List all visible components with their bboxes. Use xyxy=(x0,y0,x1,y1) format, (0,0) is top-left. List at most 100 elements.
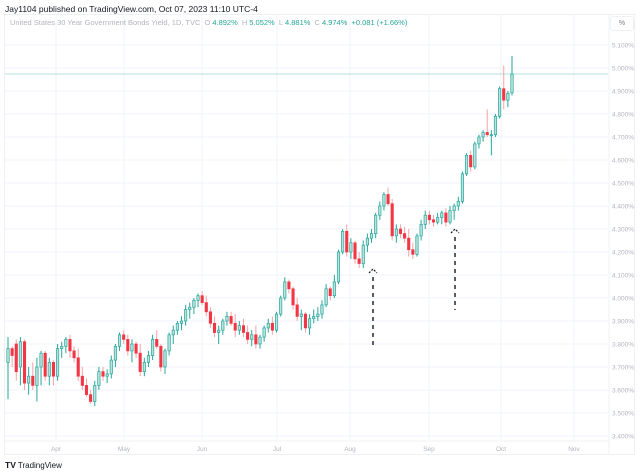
candle-up xyxy=(460,173,464,202)
y-tick-label: 5.000% xyxy=(612,66,634,73)
candle-down xyxy=(295,304,299,317)
candle-down xyxy=(345,230,349,253)
candle-down xyxy=(14,343,18,372)
candle-up xyxy=(192,299,196,308)
candle-up xyxy=(117,334,122,347)
candle-down xyxy=(43,352,47,377)
high-value: 5.052% xyxy=(249,18,275,27)
candle-down xyxy=(208,311,212,324)
candle-up xyxy=(473,143,477,168)
candle-up xyxy=(415,235,419,255)
x-tick-label: May xyxy=(118,446,131,453)
candle-up xyxy=(394,228,398,237)
y-tick-label: 4.300% xyxy=(612,227,634,234)
candle-up xyxy=(171,329,175,336)
y-tick-label: 4.000% xyxy=(612,296,634,303)
candle-up xyxy=(188,306,192,310)
y-tick-label: 3.900% xyxy=(612,319,634,326)
candle-up xyxy=(274,313,279,331)
candle-up xyxy=(440,212,444,218)
x-tick-label: Jun xyxy=(197,446,208,453)
candle-down xyxy=(10,348,14,356)
candle-down xyxy=(328,288,332,297)
candle-up xyxy=(436,217,440,223)
candle-down xyxy=(213,322,217,333)
candle-up xyxy=(109,359,113,375)
candle-up xyxy=(452,205,456,211)
candle-down xyxy=(390,203,394,237)
tradingview-logo[interactable]: TV TradingView xyxy=(5,460,62,470)
candle-up xyxy=(146,355,151,363)
candle-down xyxy=(241,325,246,333)
candle-down xyxy=(502,88,506,101)
candle-down xyxy=(254,334,258,345)
candle-up xyxy=(332,281,336,297)
arrow-up-icon xyxy=(368,268,378,274)
candle-up xyxy=(320,304,324,315)
candle-up xyxy=(196,295,200,301)
candle-up xyxy=(221,320,225,331)
candle-up xyxy=(456,201,460,207)
candle-down xyxy=(485,132,489,136)
candle-up xyxy=(493,115,498,136)
candle-down xyxy=(126,339,130,352)
candle-up xyxy=(481,132,485,138)
candle-up xyxy=(299,313,303,317)
candle-up xyxy=(237,325,241,331)
candle-up xyxy=(506,92,510,101)
candle-down xyxy=(31,375,35,386)
candle-down xyxy=(291,288,295,306)
candle-up xyxy=(184,309,188,322)
candle-up xyxy=(283,281,287,299)
candle-up xyxy=(382,194,386,207)
candle-up xyxy=(262,327,266,338)
candle-up xyxy=(365,237,369,246)
candle-up xyxy=(266,322,270,329)
candle-up xyxy=(465,155,469,175)
candle-down xyxy=(386,194,390,205)
candle-down xyxy=(68,339,72,352)
candle-up xyxy=(250,334,254,340)
candle-down xyxy=(204,302,208,313)
low-label: L xyxy=(278,18,283,27)
candle-up xyxy=(510,73,514,94)
candle-down xyxy=(357,258,361,264)
symbol-legend: United States 30 Year Government Bonds Y… xyxy=(10,18,409,27)
symbol-title[interactable]: United States 30 Year Government Bonds Y… xyxy=(10,18,201,27)
y-tick-label: 5.100% xyxy=(612,43,634,50)
candle-up xyxy=(498,88,502,117)
candle-down xyxy=(80,375,84,386)
candle-up xyxy=(64,339,68,347)
candle-down xyxy=(72,350,76,359)
candle-up xyxy=(130,343,134,352)
candle-up xyxy=(105,373,109,377)
x-tick-label: Jul xyxy=(273,446,282,453)
candle-up xyxy=(113,345,117,361)
x-tick-label: Nov xyxy=(568,446,580,453)
tv-logo-icon: TV xyxy=(5,460,16,470)
candle-up xyxy=(374,214,378,234)
candle-up xyxy=(279,297,283,315)
arrow-up-icon xyxy=(450,228,460,234)
candle-up xyxy=(349,242,353,253)
candle-up xyxy=(258,336,262,345)
x-tick-label: Apr xyxy=(51,446,62,453)
candle-down xyxy=(134,343,138,354)
candle-up xyxy=(341,230,345,253)
published-line: Jay1104 published on TradingView.com, Oc… xyxy=(5,4,258,14)
close-value: 4.974% xyxy=(321,18,348,27)
candle-down xyxy=(407,237,411,251)
close-label: C xyxy=(314,18,320,27)
y-tick-label: 4.100% xyxy=(612,273,634,280)
candle-up xyxy=(35,366,39,386)
chart-frame xyxy=(4,14,635,455)
percent-scale-button[interactable]: % xyxy=(610,16,634,31)
candle-up xyxy=(308,318,312,329)
candle-up xyxy=(179,320,184,324)
candle-up xyxy=(448,210,452,223)
logo-text: TradingView xyxy=(17,461,62,470)
candle-down xyxy=(138,352,142,372)
candle-down xyxy=(200,295,204,303)
high-label: H xyxy=(241,18,248,27)
